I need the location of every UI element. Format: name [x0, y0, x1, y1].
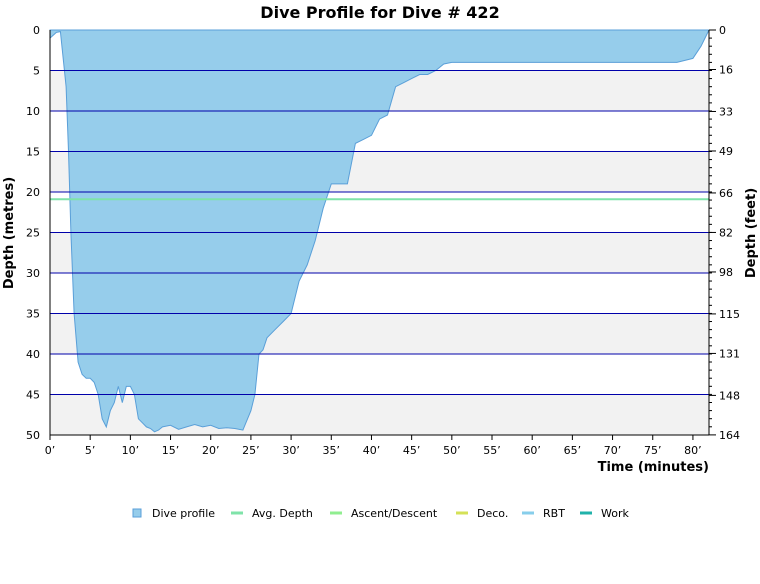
- y2-tick-label: 131: [719, 347, 740, 360]
- y-tick-label: 45: [26, 389, 40, 402]
- y2-tick-label: 33: [719, 105, 733, 118]
- y-tick-label: 0: [33, 24, 40, 37]
- x-tick-label: 5’: [85, 444, 96, 457]
- x-tick-label: 20’: [202, 444, 220, 457]
- x-tick-labels: 0’ 5’ 10’ 15’ 20’ 25’ 30’ 35’ 40’ 45’ 50’ 55’ 60’ 65’…: [45, 444, 702, 457]
- y-tick-label: 40: [26, 348, 40, 361]
- y2-tick-label: 0: [719, 24, 726, 37]
- y-tick-labels: 0 5 10 15 20 25 30 35 40 45 50: [26, 24, 40, 442]
- legend-label: Deco.: [477, 507, 508, 520]
- legend-label: Avg. Depth: [252, 507, 313, 520]
- dive-profile-area: [49, 29, 710, 433]
- y2-tick-label: 115: [719, 308, 740, 321]
- chart-title: Dive Profile for Dive # 422: [260, 3, 499, 22]
- y2-tick-label: 66: [719, 187, 733, 200]
- axes: [49, 29, 716, 440]
- x-axis-label: Time (minutes): [598, 460, 709, 475]
- dive-profile-area-layer: [49, 29, 710, 433]
- y2-tick-label: 98: [719, 266, 733, 279]
- x-tick-label: 80’: [684, 444, 702, 457]
- x-tick-label: 35’: [323, 444, 341, 457]
- y-axis-label: Depth (metres): [2, 177, 17, 289]
- x-tick-label: 45’: [403, 444, 421, 457]
- y-tick-label: 10: [26, 105, 40, 118]
- y2-tick-label: 16: [719, 64, 733, 77]
- x-tick-label: 65’: [564, 444, 582, 457]
- x-tick-label: 60’: [523, 444, 541, 457]
- x-tick-label: 55’: [483, 444, 501, 457]
- y2-tick-label: 82: [719, 226, 733, 239]
- x-tick-label: 40’: [363, 444, 381, 457]
- legend-label: Dive profile: [152, 507, 215, 520]
- y-tick-label: 25: [26, 227, 40, 240]
- x-tick-label: 70’: [604, 444, 622, 457]
- y2-tick-label: 148: [719, 389, 740, 402]
- y2-tick-label: 49: [719, 145, 733, 158]
- y-tick-label: 35: [26, 308, 40, 321]
- gridlines: [50, 70, 709, 395]
- x-tick-label: 15’: [162, 444, 180, 457]
- y-tick-label: 50: [26, 429, 40, 442]
- y-tick-label: 5: [33, 65, 40, 78]
- y2-tick-label: 164: [719, 429, 740, 442]
- legend-swatch: [132, 508, 142, 518]
- y-tick-label: 20: [26, 186, 40, 199]
- y2-tick-labels: 0 16 33 49 66 82 98 115 131 148 164: [719, 24, 740, 442]
- legend: Dive profile Avg. Depth Ascent/Descent Deco…: [132, 507, 629, 520]
- legend-label: RBT: [543, 507, 565, 520]
- y-tick-label: 30: [26, 267, 40, 280]
- x-tick-label: 10’: [122, 444, 140, 457]
- y2-axis-label: Depth (feet): [744, 188, 759, 278]
- x-tick-label: 25’: [242, 444, 260, 457]
- legend-label: Ascent/Descent: [351, 507, 438, 520]
- x-tick-label: 50’: [443, 444, 461, 457]
- legend-label: Work: [601, 507, 629, 520]
- x-tick-label: 30’: [282, 444, 300, 457]
- x-tick-label: 0’: [45, 444, 56, 457]
- y-tick-label: 15: [26, 146, 40, 159]
- x-tick-label: 75’: [644, 444, 662, 457]
